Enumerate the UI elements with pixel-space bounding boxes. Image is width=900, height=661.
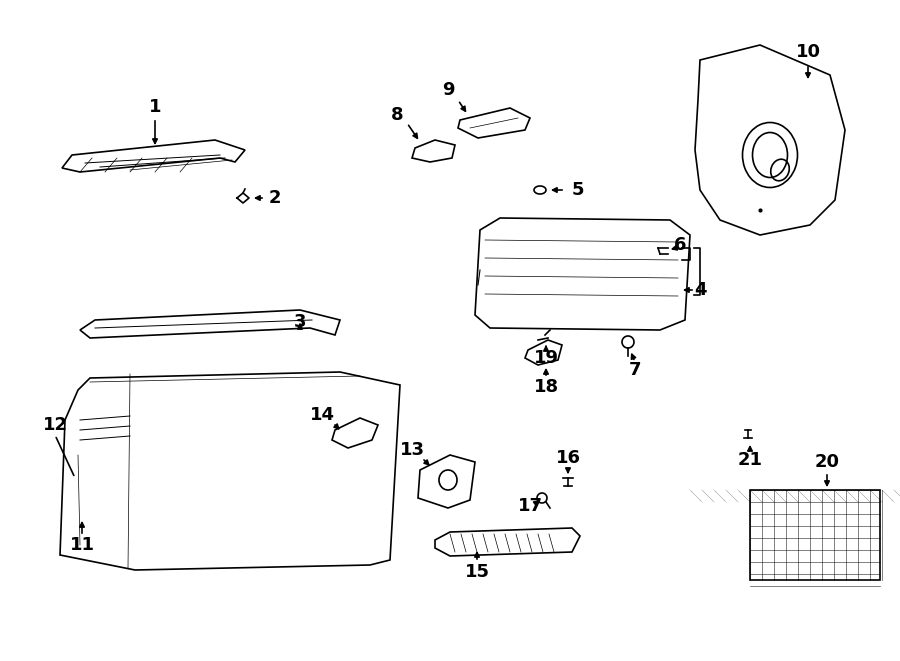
Text: 5: 5	[572, 181, 584, 199]
Text: 20: 20	[814, 453, 840, 471]
Text: 19: 19	[534, 349, 559, 367]
Text: 18: 18	[534, 378, 559, 396]
Bar	[750, 490, 880, 580]
Text: 15: 15	[464, 563, 490, 581]
Text: 11: 11	[69, 536, 94, 554]
Text: 8: 8	[391, 106, 403, 124]
Text: 10: 10	[796, 43, 821, 61]
Text: 6: 6	[674, 236, 686, 254]
Text: 17: 17	[518, 497, 543, 515]
Text: 2: 2	[269, 189, 281, 207]
Text: 4: 4	[694, 281, 706, 299]
Text: 9: 9	[442, 81, 454, 99]
Text: 14: 14	[310, 406, 335, 424]
Text: 13: 13	[400, 441, 425, 459]
Text: 3: 3	[293, 313, 306, 331]
Text: 1: 1	[148, 98, 161, 116]
Text: 16: 16	[555, 449, 580, 467]
Text: 21: 21	[737, 451, 762, 469]
Text: 12: 12	[42, 416, 68, 434]
Text: 7: 7	[629, 361, 641, 379]
